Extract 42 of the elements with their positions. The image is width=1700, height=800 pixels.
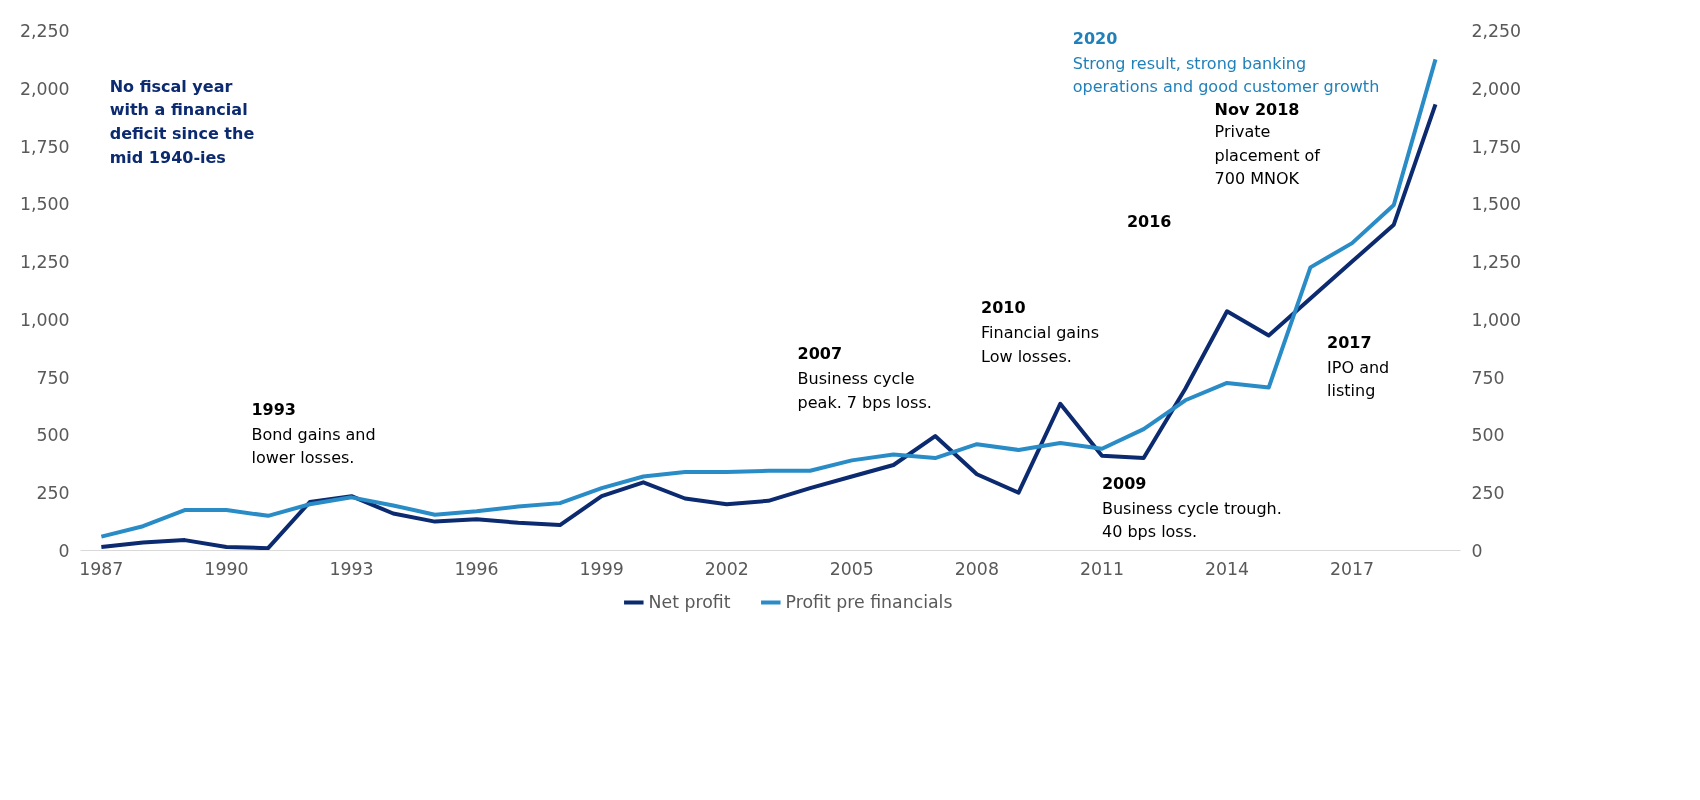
- x-tick-label: 2002: [704, 558, 749, 579]
- x-tick-label: 1996: [454, 558, 499, 579]
- y2-tick-label: 500: [1471, 425, 1505, 446]
- y2-tick-label: 1,500: [1471, 194, 1522, 215]
- y-tick-label: 2,250: [19, 21, 70, 41]
- y2-tick-label: 1,000: [1471, 309, 1522, 330]
- annotation: 2007 Business cycle peak. 7 bps loss.: [797, 344, 932, 412]
- y-tick-label: 500: [36, 425, 70, 446]
- y-tick-label: 1,500: [19, 194, 70, 215]
- y-tick-label: 2,000: [19, 78, 70, 99]
- x-tick-label: 1999: [579, 558, 624, 579]
- legend-label: Net profit: [648, 592, 731, 612]
- y-tick-label: 1,000: [19, 309, 70, 330]
- annotation: 2009 Business cycle trough. 40 bps loss.: [1101, 473, 1282, 542]
- x-tick-label: 2005: [829, 558, 874, 579]
- annotation: 2017 IPO and listing: [1327, 332, 1390, 401]
- x-tick-label: 2014: [1204, 558, 1250, 579]
- x-tick-label: 1990: [204, 558, 249, 579]
- y2-tick-label: 1,250: [1471, 252, 1522, 273]
- x-tick-label: 2017: [1330, 558, 1375, 579]
- y2-tick-label: 2,000: [1471, 78, 1522, 99]
- y2-tick-label: 0: [1471, 541, 1483, 561]
- y2-tick-label: 250: [1471, 483, 1505, 504]
- y-tick-label: 750: [36, 367, 70, 388]
- annotation: 2010 Financial gains Low losses.: [981, 297, 1100, 366]
- x-tick-label: 1993: [329, 558, 374, 579]
- x-tick-label: 2008: [954, 558, 999, 579]
- legend-label: Profit pre financials: [785, 592, 953, 612]
- x-tick-label: 2011: [1079, 558, 1125, 579]
- annotation: 2020 Strong result, strong banking operations and good customer growth: [1072, 28, 1380, 97]
- y2-tick-label: 750: [1471, 367, 1505, 388]
- annotation: No fiscal year with a financial deficit since the mid 1940-ies: [109, 76, 255, 167]
- y-tick-label: 1,750: [19, 136, 70, 157]
- y-tick-label: 0: [58, 541, 70, 561]
- x-tick-label: 1987: [79, 558, 124, 579]
- y2-tick-label: 1,750: [1471, 136, 1522, 157]
- annotation: Nov 2018 Private placement of 700 MNOK: [1214, 99, 1321, 189]
- annotation: 1993 Bond gains and lower losses.: [251, 399, 376, 468]
- y-tick-label: 1,250: [19, 252, 70, 273]
- y2-tick-label: 2,250: [1471, 21, 1522, 41]
- y-tick-label: 250: [36, 483, 70, 504]
- annotation: 2016: [1126, 212, 1172, 232]
